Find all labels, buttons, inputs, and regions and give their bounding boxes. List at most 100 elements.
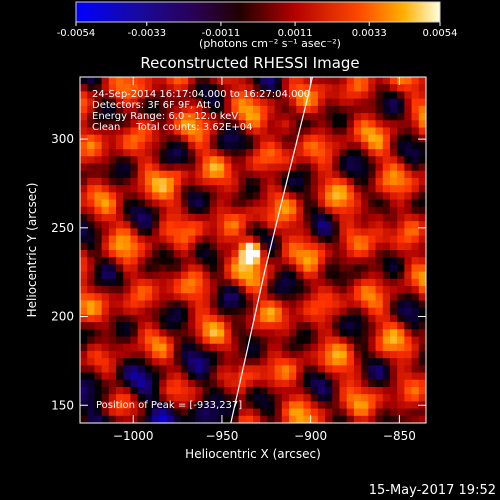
heatmap-pixel: [310, 177, 319, 186]
heatmap-pixel: [375, 177, 384, 186]
heatmap-pixel: [361, 386, 369, 395]
heatmap-pixel: [116, 177, 124, 186]
heatmap-pixel: [238, 221, 247, 229]
heatmap-pixel: [94, 149, 103, 157]
heatmap-pixel: [108, 192, 117, 201]
heatmap-pixel: [195, 379, 204, 388]
heatmap-pixel: [166, 120, 175, 128]
heatmap-pixel: [159, 415, 167, 423]
heatmap-pixel: [80, 415, 88, 423]
heatmap-pixel: [123, 113, 131, 121]
heatmap-pixel: [382, 329, 391, 337]
heatmap-pixel: [188, 127, 196, 136]
heatmap-pixel: [303, 141, 312, 150]
heatmap-pixel: [144, 221, 153, 229]
heatmap-pixel: [87, 350, 95, 359]
heatmap-pixel: [353, 98, 362, 107]
heatmap-pixel: [116, 278, 124, 287]
heatmap-pixel: [130, 386, 139, 395]
heatmap-pixel: [224, 314, 232, 323]
heatmap-pixel: [303, 228, 312, 237]
heatmap-pixel: [317, 127, 326, 136]
heatmap-pixel: [202, 365, 211, 374]
heatmap-pixel: [123, 177, 131, 186]
heatmap-pixel: [94, 394, 103, 402]
heatmap-pixel: [137, 235, 146, 244]
heatmap-pixel: [353, 394, 362, 402]
heatmap-pixel: [80, 386, 88, 395]
heatmap-pixel: [418, 120, 426, 128]
heatmap-pixel: [87, 120, 95, 128]
heatmap-pixel: [94, 293, 103, 301]
heatmap-pixel: [101, 91, 110, 100]
heatmap-pixel: [303, 134, 312, 143]
heatmap-pixel: [404, 213, 413, 222]
heatmap-pixel: [87, 343, 95, 352]
heatmap-pixel: [224, 156, 232, 164]
heatmap-pixel: [188, 113, 196, 121]
heatmap-pixel: [260, 98, 268, 107]
heatmap-pixel: [397, 257, 405, 265]
heatmap-pixel: [173, 379, 182, 388]
heatmap-pixel: [94, 235, 103, 244]
heatmap-pixel: [368, 113, 377, 121]
heatmap-pixel: [260, 156, 268, 164]
heatmap-pixel: [303, 322, 312, 330]
y-tick-label: 300: [51, 132, 74, 146]
heatmap-pixel: [411, 141, 420, 150]
heatmap-pixel: [238, 98, 247, 107]
heatmap-pixel: [332, 120, 340, 128]
heatmap-pixel: [317, 278, 326, 287]
heatmap-pixel: [418, 286, 426, 294]
heatmap-pixel: [209, 170, 218, 179]
heatmap-pixel: [116, 394, 124, 402]
heatmap-pixel: [382, 250, 391, 258]
heatmap-pixel: [375, 213, 384, 222]
heatmap-pixel: [180, 177, 189, 186]
heatmap-pixel: [216, 228, 225, 237]
heatmap-pixel: [411, 314, 420, 323]
heatmap-pixel: [303, 336, 312, 345]
heatmap-pixel: [123, 98, 131, 107]
heatmap-pixel: [166, 286, 175, 294]
heatmap-pixel: [216, 199, 225, 208]
heatmap-pixel: [209, 105, 218, 114]
heatmap-pixel: [332, 127, 340, 136]
heatmap-pixel: [296, 394, 304, 402]
heatmap-pixel: [281, 242, 290, 251]
heatmap-pixel: [180, 343, 189, 352]
heatmap-pixel: [260, 170, 268, 179]
heatmap-pixel: [245, 314, 254, 323]
heatmap-pixel: [209, 343, 218, 352]
heatmap-pixel: [260, 113, 268, 121]
x-tick-label: −850: [383, 429, 416, 443]
heatmap-pixel: [281, 408, 290, 417]
heatmap-pixel: [346, 257, 355, 265]
colorbar-tick-label: 0.0054: [423, 28, 458, 39]
heatmap-pixel: [325, 149, 333, 157]
heatmap-pixel: [130, 401, 139, 410]
heatmap-pixel: [152, 149, 160, 157]
heatmap-pixel: [180, 199, 189, 208]
heatmap-pixel: [274, 394, 283, 402]
heatmap-pixel: [353, 350, 362, 359]
heatmap-pixel: [274, 336, 283, 345]
heatmap-pixel: [209, 264, 218, 273]
heatmap-pixel: [202, 120, 211, 128]
heatmap-pixel: [310, 228, 319, 237]
heatmap-pixel: [116, 98, 124, 107]
heatmap-pixel: [317, 77, 326, 85]
heatmap-pixel: [216, 271, 225, 280]
heatmap-pixel: [332, 113, 340, 121]
heatmap-pixel: [274, 307, 283, 316]
heatmap-pixel: [346, 113, 355, 121]
heatmap-pixel: [144, 185, 153, 193]
heatmap-pixel: [173, 228, 182, 237]
heatmap-pixel: [137, 386, 146, 395]
heatmap-pixel: [361, 134, 369, 143]
heatmap-pixel: [361, 105, 369, 114]
heatmap-pixel: [180, 134, 189, 143]
heatmap-pixel: [375, 264, 384, 273]
heatmap-pixel: [382, 278, 391, 287]
heatmap-pixel: [195, 77, 204, 85]
